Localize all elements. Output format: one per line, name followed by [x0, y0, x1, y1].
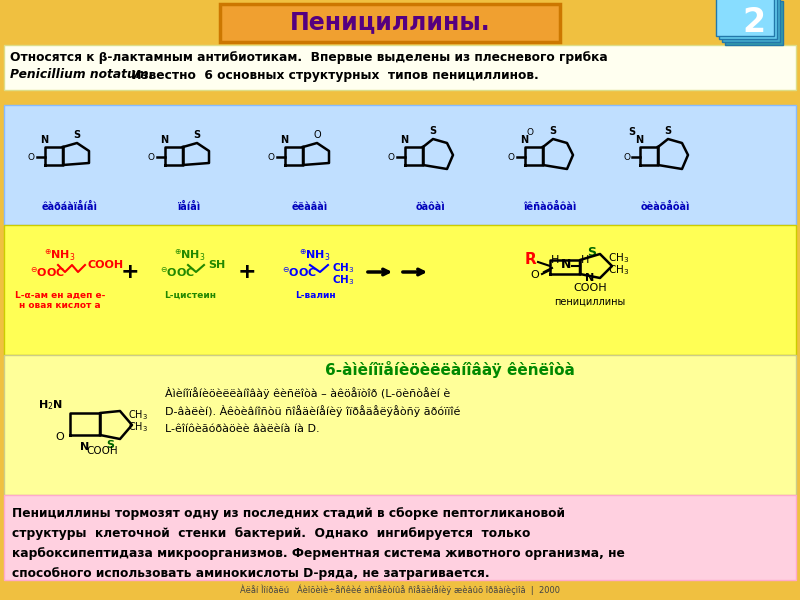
Text: +: + [121, 262, 139, 282]
Text: COOH: COOH [88, 260, 124, 270]
Bar [722, 0, 780, 42]
Text: COOH: COOH [86, 446, 118, 456]
Text: N: N [561, 257, 571, 271]
Text: +: + [238, 262, 256, 282]
Bar [725, 1, 783, 45]
Bar [719, 0, 777, 39]
Text: S: S [665, 126, 671, 136]
Text: $^{\oplus}$NH$_3$: $^{\oplus}$NH$_3$ [44, 247, 76, 263]
Text: ïåíåì: ïåíåì [178, 202, 202, 212]
Text: Àìèíîïåíèöèëëàíîâàÿ êèñëîòà – àêöåïòîð (L-öèñòåèí è: Àìèíîïåíèöèëëàíîâàÿ êèñëîòà – àêöåïòîð (… [165, 387, 450, 399]
Text: способного использовать аминокислоты D-ряда, не затрагивается.: способного использовать аминокислоты D-р… [12, 566, 490, 580]
Text: $^{\ominus}$OOC: $^{\ominus}$OOC [282, 265, 318, 278]
Bar [220, 4, 560, 42]
Text: S: S [550, 126, 557, 136]
Text: 6-àìèíîïåíèöèëëàíîâàÿ êèñëîòà: 6-àìèíîïåíèöèëëàíîâàÿ êèñëîòà [325, 361, 575, 377]
Text: N: N [586, 273, 594, 283]
Text: S: S [629, 127, 635, 137]
Bar [4, 105, 796, 225]
Text: D-âàëèí). Àêòèâíîñòü ñîåäèíåíèÿ îïðåäåëÿåòñÿ ãðóïïîé: D-âàëèí). Àêòèâíîñòü ñîåäèíåíèÿ îïðåäåëÿ… [165, 405, 460, 417]
Text: êàðáàïåíåì: êàðáàïåíåì [42, 202, 98, 212]
Text: Àëåí Ìîíðàëú   Áèîõèìè÷åñêèé àñïåêòíûå ñîåäèíåíèÿ æèâûõ îðãàíèçìîâ  |  2000: Àëåí Ìîíðàëú Áèîõèìè÷åñêèé àñïåêòíûå ñîå… [240, 585, 560, 595]
Text: L-α-ам ен адеп е-: L-α-ам ен адеп е- [15, 290, 105, 299]
Text: O: O [526, 128, 534, 137]
Text: L-валин: L-валин [294, 290, 335, 299]
Text: N: N [400, 135, 408, 145]
Text: Известно  6 основных структурных  типов пенициллинов.: Известно 6 основных структурных типов пе… [127, 68, 538, 82]
Text: CH$_3$: CH$_3$ [332, 261, 354, 275]
Bar [716, 0, 774, 36]
Text: $^{\oplus}$NH$_3$: $^{\oplus}$NH$_3$ [299, 247, 331, 263]
Text: CH$_3$: CH$_3$ [608, 263, 630, 277]
Text: SH: SH [208, 260, 226, 270]
Text: N: N [160, 135, 168, 145]
Text: H: H [551, 255, 559, 265]
Text: L-цистеин: L-цистеин [164, 290, 216, 299]
Text: L-êîíôèãóðàöèè âàëèíà íà D.: L-êîíôèãóðàöèè âàëèíà íà D. [165, 424, 320, 434]
Text: Пенициллины тормозят одну из последних стадий в сборке пептогликановой: Пенициллины тормозят одну из последних с… [12, 506, 565, 520]
Text: CH$_3$: CH$_3$ [608, 251, 630, 265]
Text: S: S [194, 130, 201, 140]
Text: öàôàì: öàôàì [415, 202, 445, 212]
Text: $^{\ominus}$OOC: $^{\ominus}$OOC [160, 265, 196, 278]
Text: N: N [635, 135, 643, 145]
Text: êëàâàì: êëàâàì [292, 202, 328, 212]
Text: S: S [587, 245, 597, 259]
Text: O: O [530, 270, 539, 280]
Text: O: O [56, 432, 64, 442]
Text: S: S [74, 130, 81, 140]
Text: $^{\oplus}$NH$_3$: $^{\oplus}$NH$_3$ [174, 247, 206, 263]
Text: O: O [28, 152, 35, 161]
Text: N: N [40, 135, 48, 145]
Text: COOH: COOH [573, 283, 607, 293]
Text: структуры  клеточной  стенки  бактерий.  Однако  ингибируется  только: структуры клеточной стенки бактерий. Одн… [12, 527, 530, 539]
Text: H: H [581, 255, 589, 265]
Text: Penicillium notatum.: Penicillium notatum. [10, 68, 153, 82]
Text: н овая кислот а: н овая кислот а [19, 301, 101, 311]
Text: N: N [280, 135, 288, 145]
Text: Пенициллины.: Пенициллины. [290, 10, 490, 34]
Text: O: O [148, 152, 155, 161]
Bar [4, 495, 796, 580]
Text: H$_2$N: H$_2$N [38, 398, 62, 412]
Text: O: O [623, 152, 630, 161]
Text: карбоксипептидаза микроорганизмов. Ферментная система животного организма, не: карбоксипептидаза микроорганизмов. Ферме… [12, 547, 625, 559]
Bar [4, 225, 796, 355]
Text: N: N [520, 135, 528, 145]
Text: CH$_3$: CH$_3$ [128, 408, 148, 422]
Text: 2: 2 [742, 5, 766, 38]
Bar [4, 45, 796, 90]
Text: O: O [313, 130, 321, 140]
Bar [4, 355, 796, 495]
Text: R: R [524, 253, 536, 268]
Text: $^{\ominus}$OOC: $^{\ominus}$OOC [30, 265, 66, 278]
Text: O: O [388, 152, 395, 161]
Text: S: S [106, 440, 114, 450]
Text: S: S [430, 126, 437, 136]
Text: пенициллины: пенициллины [554, 297, 626, 307]
Text: CH$_3$: CH$_3$ [128, 420, 148, 434]
Text: O: O [508, 152, 515, 161]
Text: O: O [268, 152, 275, 161]
Text: îêñàöåôàì: îêñàöåôàì [523, 202, 577, 212]
Text: N: N [80, 442, 90, 452]
Text: òèàöåôàì: òèàöåôàì [640, 202, 690, 212]
Text: CH$_3$: CH$_3$ [332, 273, 354, 287]
Text: Относятся к β-лактамным антибиотикам.  Впервые выделены из плесневого грибка: Относятся к β-лактамным антибиотикам. Вп… [10, 50, 608, 64]
